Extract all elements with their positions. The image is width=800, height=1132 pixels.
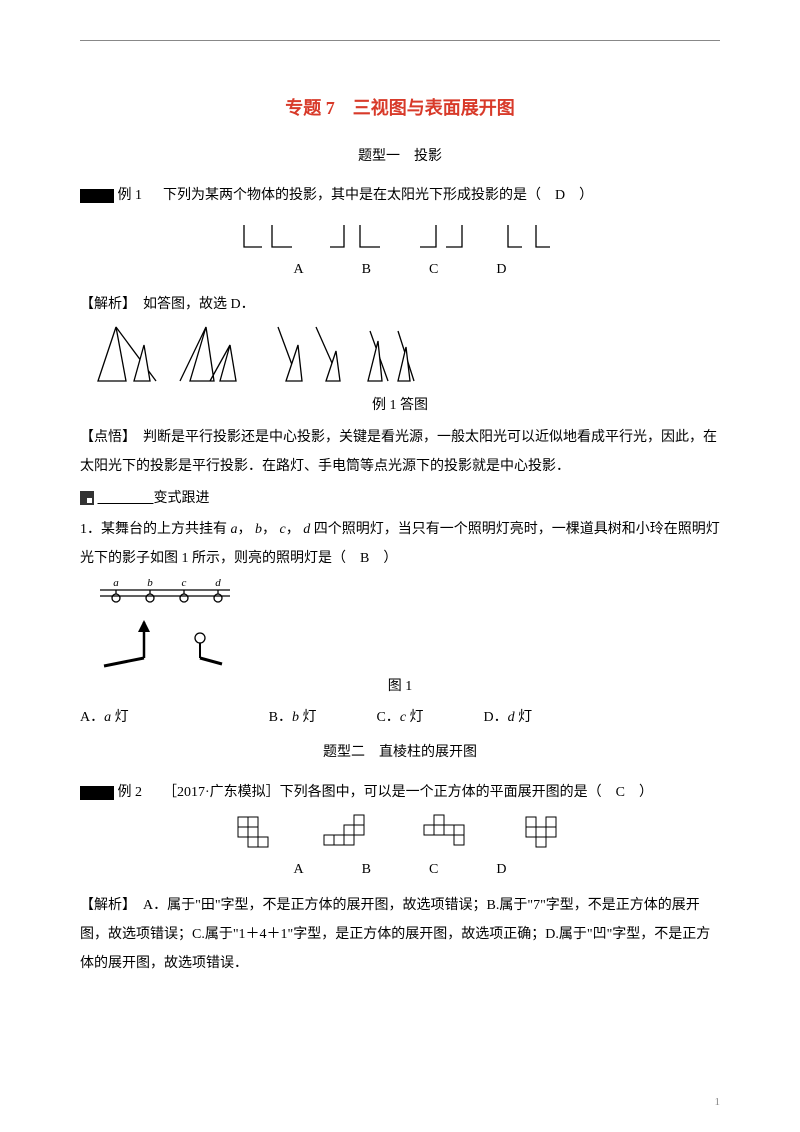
- example-2-line: 例 2 ［2017·广东模拟］下列各图中，可以是一个正方体的平面展开图的是（ C…: [80, 778, 720, 807]
- svg-text:d: d: [215, 577, 221, 589]
- net-option-b-icon: [320, 813, 380, 853]
- page-title: 专题 7 三视图与表面展开图: [80, 90, 720, 128]
- q1-opt-c-suf: 灯: [406, 710, 424, 725]
- top-rule: [80, 40, 720, 41]
- svg-text:c: c: [182, 577, 187, 589]
- svg-text:a: a: [113, 577, 119, 589]
- q1-var-c: c: [280, 522, 286, 537]
- label-d: D: [496, 255, 506, 284]
- q1-opt-a-suf: 灯: [111, 710, 129, 725]
- example-2-text: 下列各图中，可以是一个正方体的平面展开图的是（ C ）: [280, 785, 653, 800]
- question-1: 1．某舞台的上方共挂有 a， b， c， d 四个照明灯，当只有一个照明灯亮时，…: [80, 515, 720, 574]
- figure-1-caption: 图 1: [80, 672, 720, 701]
- shadow-option-a-icon: [238, 217, 298, 253]
- q1-opt-a-label: A．: [80, 710, 104, 725]
- page-number: 1: [715, 1091, 721, 1114]
- net-option-d-icon: [520, 813, 570, 853]
- analysis-label: 【解析】: [80, 297, 129, 312]
- q1-opt-d-label: D．: [484, 710, 508, 725]
- label-b: B: [362, 255, 371, 284]
- analysis-1-text: 如答图，故选 D．: [129, 297, 255, 312]
- section-2-title: 题型二 直棱柱的展开图: [80, 738, 720, 767]
- example-2-source: ［2017·广东模拟］: [163, 785, 280, 800]
- q1-opt-d-var: d: [508, 710, 515, 725]
- q1-option-c: C．c 灯: [376, 703, 423, 732]
- q1-stem: 1．某舞台的上方共挂有: [80, 522, 227, 537]
- stage-lights-icon: a b c d: [80, 576, 250, 672]
- net-option-c-icon: [420, 813, 480, 853]
- label-a-2: A: [294, 855, 304, 884]
- q1-option-d: D．d 灯: [484, 703, 533, 732]
- question-1-options: A．a 灯 B．b 灯 C．c 灯 D．d 灯: [80, 703, 720, 732]
- example-2-options-figure: [80, 813, 720, 853]
- analysis-label-2: 【解析】: [80, 898, 129, 913]
- svg-text:b: b: [147, 577, 153, 589]
- insight-label: 【点悟】: [80, 430, 129, 445]
- net-option-a-icon: [230, 813, 280, 853]
- variation-underline: [98, 491, 154, 506]
- insight-1: 【点悟】 判断是平行投影还是中心投影，关键是看光源，一般太阳光可以近似地看成平行…: [80, 423, 720, 482]
- example-1-answer-figure: [80, 321, 720, 391]
- answer-projection-icon: [80, 321, 420, 391]
- analysis-1: 【解析】 如答图，故选 D．: [80, 290, 720, 319]
- label-a: A: [294, 255, 304, 284]
- label-b-2: B: [362, 855, 371, 884]
- q1-opt-b-var: b: [292, 710, 299, 725]
- q1-opt-d-suf: 灯: [515, 710, 533, 725]
- variation-marker-icon: [80, 491, 94, 505]
- example-marker-icon-2: [80, 786, 114, 800]
- example-1-line: 例 1 下列为某两个物体的投影，其中是在太阳光下形成投影的是（ D ）: [80, 181, 720, 210]
- example-2-label: 例 2: [118, 785, 143, 800]
- q1-option-b: B．b 灯: [269, 703, 317, 732]
- q1-opt-c-label: C．: [376, 710, 399, 725]
- question-1-figure: a b c d: [80, 576, 720, 672]
- shadow-option-c-icon: [414, 217, 474, 253]
- label-c: C: [429, 255, 438, 284]
- analysis-2-text: A．属于"田"字型，不是正方体的展开图，故选项错误；B.属于"7"字型，不是正方…: [80, 898, 710, 972]
- insight-text: 判断是平行投影还是中心投影，关键是看光源，一般太阳光可以近似地看成平行光，因此，…: [80, 430, 717, 474]
- example-1-options-figure: [80, 217, 720, 253]
- q1-var-b: b: [255, 522, 262, 537]
- label-c-2: C: [429, 855, 438, 884]
- example-1-text: 下列为某两个物体的投影，其中是在太阳光下形成投影的是（ D ）: [163, 188, 593, 203]
- options-labels-row-2: A B C D: [80, 855, 720, 884]
- section-1-title: 题型一 投影: [80, 142, 720, 171]
- example-1-answer-caption: 例 1 答图: [80, 391, 720, 420]
- variation-label: 变式跟进: [154, 491, 210, 506]
- variation-heading: 变式跟进: [80, 484, 720, 513]
- options-labels-row-1: A B C D: [80, 255, 720, 284]
- example-1-label: 例 1: [118, 188, 143, 203]
- analysis-2: 【解析】 A．属于"田"字型，不是正方体的展开图，故选项错误；B.属于"7"字型…: [80, 891, 720, 979]
- q1-opt-b-suf: 灯: [299, 710, 317, 725]
- shadow-option-b-icon: [326, 217, 386, 253]
- q1-var-d: d: [303, 522, 310, 537]
- q1-var-a: a: [231, 522, 238, 537]
- shadow-option-d-icon: [502, 217, 562, 253]
- q1-option-a: A．a 灯: [80, 703, 129, 732]
- label-d-2: D: [496, 855, 506, 884]
- example-marker-icon: [80, 189, 114, 203]
- q1-opt-b-label: B．: [269, 710, 292, 725]
